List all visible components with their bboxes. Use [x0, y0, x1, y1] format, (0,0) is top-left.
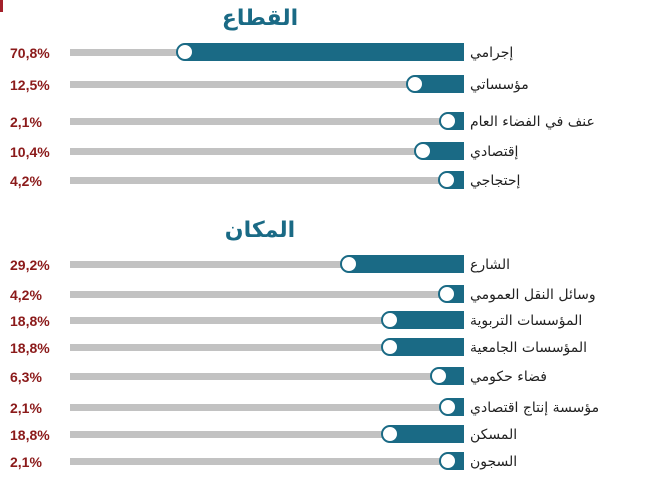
- data-label: 6,3%: [10, 369, 42, 385]
- bar-end-marker: [339, 255, 358, 273]
- bar-end-marker: [439, 452, 457, 470]
- bar-row: 18,8% المسكن: [0, 425, 646, 445]
- bar-track: [70, 177, 464, 184]
- bar-row: 70,8% إجرامي: [0, 43, 646, 63]
- bar-end-marker: [438, 171, 457, 189]
- bar-track: [70, 404, 464, 411]
- bar-track: [70, 81, 464, 88]
- bar-end-marker: [438, 285, 457, 303]
- bar-track: [70, 431, 464, 438]
- category-label: وسائل النقل العمومي: [470, 287, 596, 303]
- bar: [389, 311, 464, 329]
- bar-track: [70, 291, 464, 298]
- bar: [423, 142, 464, 160]
- corner-accent-line: [0, 0, 3, 12]
- bar-track: [70, 373, 464, 380]
- category-label: إحتجاجي: [470, 173, 521, 189]
- bar-row: 12,5% مؤسساتي: [0, 75, 646, 95]
- bar-row: 18,8% المؤسسات الجامعية: [0, 338, 646, 358]
- chart-title-sector: القطاع: [221, 6, 299, 31]
- data-label: 18,8%: [10, 427, 50, 443]
- bar-end-marker: [414, 142, 433, 160]
- bar: [185, 43, 464, 61]
- bar: [389, 338, 464, 356]
- bar-track: [70, 344, 464, 351]
- bar-end-marker: [430, 367, 449, 385]
- data-label: 2,1%: [10, 400, 42, 416]
- bar-end-marker: [380, 338, 399, 356]
- bar-row: 2,1% عنف في الفضاء العام: [0, 112, 646, 132]
- bar-row: 4,2% وسائل النقل العمومي: [0, 285, 646, 305]
- category-label: السجون: [470, 454, 518, 470]
- chart-title-place: المكان: [224, 218, 296, 243]
- data-label: 12,5%: [10, 77, 50, 93]
- category-label: مؤسساتي: [470, 77, 529, 93]
- bar-row: 10,4% إقتصادي: [0, 142, 646, 162]
- data-label: 4,2%: [10, 287, 42, 303]
- bar-track: [70, 118, 464, 125]
- bar-end-marker: [380, 311, 399, 329]
- bar-track: [70, 317, 464, 324]
- bar-track: [70, 261, 464, 268]
- category-label: الشارع: [470, 257, 511, 273]
- category-label: عنف في الفضاء العام: [470, 114, 595, 130]
- data-label: 2,1%: [10, 454, 42, 470]
- data-label: 18,8%: [10, 340, 50, 356]
- bar: [348, 255, 464, 273]
- bar-row: 4,2% إحتجاجي: [0, 171, 646, 191]
- bar-end-marker: [439, 112, 457, 130]
- data-label: 2,1%: [10, 114, 42, 130]
- bar-track: [70, 148, 464, 155]
- data-label: 70,8%: [10, 45, 50, 61]
- category-label: المسكن: [470, 427, 518, 443]
- bar-row: 6,3% فضاء حكومي: [0, 367, 646, 387]
- data-label: 4,2%: [10, 173, 42, 189]
- bar-end-marker: [439, 398, 457, 416]
- bar-end-marker: [176, 43, 195, 61]
- category-label: مؤسسة إنتاج اقتصادي: [470, 400, 600, 416]
- bar: [414, 75, 464, 93]
- bar: [389, 425, 464, 443]
- category-label: إقتصادي: [470, 144, 519, 160]
- category-label: المؤسسات الجامعية: [470, 340, 588, 356]
- bar-row: 2,1% مؤسسة إنتاج اقتصادي: [0, 398, 646, 418]
- bar-end-marker: [405, 75, 424, 93]
- bar-track: [70, 458, 464, 465]
- bar-row: 29,2% الشارع: [0, 255, 646, 275]
- category-label: إجرامي: [470, 45, 514, 61]
- data-label: 18,8%: [10, 313, 50, 329]
- bar-end-marker: [380, 425, 399, 443]
- data-label: 10,4%: [10, 144, 50, 160]
- bar-row: 2,1% السجون: [0, 452, 646, 472]
- data-label: 29,2%: [10, 257, 50, 273]
- bar-row: 18,8% المؤسسات التربوية: [0, 311, 646, 331]
- category-label: المؤسسات التربوية: [470, 313, 583, 329]
- category-label: فضاء حكومي: [470, 369, 547, 385]
